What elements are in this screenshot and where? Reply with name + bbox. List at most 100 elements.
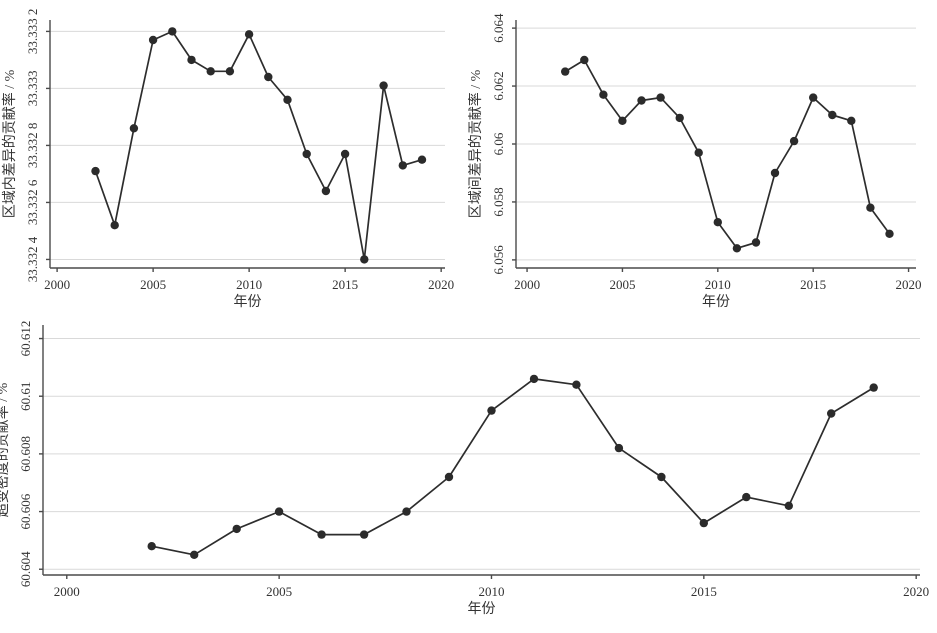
data-point-2011 xyxy=(264,72,273,82)
y-axis-title: 区域间差异的贡献率 / % xyxy=(468,69,484,218)
data-point-2004 xyxy=(232,524,241,534)
x-tick-label: 2010 xyxy=(705,277,731,292)
data-point-2017 xyxy=(784,501,793,510)
data-point-2010 xyxy=(244,30,254,39)
x-axis-title: 年份 xyxy=(468,601,496,617)
chart-svg: 33.332 4 33.332 6 33.332 8 33.333 33.333 2 20… xyxy=(1,9,454,310)
data-point-2018 xyxy=(866,203,875,212)
series-line xyxy=(564,59,891,250)
data-point-2015 xyxy=(340,149,350,159)
x-tick-label: 2020 xyxy=(428,277,454,292)
data-point-2018 xyxy=(398,161,407,170)
y-tick-label: 6.056 xyxy=(491,245,506,275)
y-tick-label: 33.332 6 xyxy=(25,179,40,225)
x-tick-label: 2015 xyxy=(800,277,826,292)
x-tick-label: 2000 xyxy=(514,277,540,292)
y-tick-label: 6.062 xyxy=(491,71,506,100)
chart-between-region-contribution: 6.056 6.058 6.06 6.062 6.064 2000 2005 2010 2015… xyxy=(468,0,937,310)
data-point-2015 xyxy=(809,93,818,102)
data-point-2003 xyxy=(190,550,199,559)
y-tick-label: 60.608 xyxy=(18,436,33,472)
x-tick-label: 2005 xyxy=(266,584,292,599)
data-point-2003 xyxy=(580,55,589,65)
data-point-2004 xyxy=(129,124,139,133)
data-point-2005 xyxy=(618,116,627,126)
data-point-2009 xyxy=(225,67,235,76)
data-point-2014 xyxy=(657,472,666,482)
data-point-2013 xyxy=(614,443,624,453)
y-tick-label: 33.333 xyxy=(25,71,40,107)
data-point-2013 xyxy=(302,149,311,159)
data-point-2012 xyxy=(283,95,292,105)
data-point-2010 xyxy=(487,406,496,415)
data-point-2002 xyxy=(561,67,570,76)
data-point-2008 xyxy=(206,67,215,76)
x-tick-label: 2000 xyxy=(44,277,70,292)
chart-within-region-contribution: 33.332 4 33.332 6 33.332 8 33.333 33.333 2 20… xyxy=(0,0,468,310)
data-point-2017 xyxy=(847,116,856,126)
data-point-2012 xyxy=(751,238,761,247)
chart-hypervariable-density-contribution: 60.604 60.606 60.608 60.61 60.612 2000 2005 201… xyxy=(0,310,937,633)
y-tick-label: 33.332 4 xyxy=(25,236,40,282)
y-tick-label: 60.61 xyxy=(18,382,33,411)
x-tick-label: 2000 xyxy=(54,584,80,599)
x-axis-title: 年份 xyxy=(234,294,262,310)
data-point-2008 xyxy=(675,113,684,123)
y-axis-title: 超变密度的贡献率 / % xyxy=(0,382,11,517)
y-tick-label: 60.612 xyxy=(18,321,33,357)
series-line xyxy=(151,378,875,556)
series-line xyxy=(94,30,423,261)
x-axis-title: 年份 xyxy=(702,294,730,310)
y-tick-label: 33.332 8 xyxy=(25,123,40,169)
y-tick-label: 60.604 xyxy=(18,551,33,587)
data-point-2006 xyxy=(317,530,326,539)
data-point-2005 xyxy=(148,35,158,45)
y-axis-title: 区域内差异的贡献率 / % xyxy=(1,69,18,218)
data-point-2017 xyxy=(379,81,388,90)
data-point-2005 xyxy=(274,507,284,516)
data-point-2019 xyxy=(885,229,894,238)
data-point-2019 xyxy=(869,383,878,392)
data-point-2009 xyxy=(444,472,454,482)
data-point-2002 xyxy=(91,166,100,176)
data-point-2016 xyxy=(360,255,369,264)
chart-svg: 6.056 6.058 6.06 6.062 6.064 2000 2005 2010 2015… xyxy=(468,13,922,310)
y-tick-label: 6.06 xyxy=(491,132,506,155)
x-tick-label: 2015 xyxy=(691,584,717,599)
data-point-2018 xyxy=(827,409,836,418)
data-point-2012 xyxy=(572,380,581,389)
x-tick-label: 2020 xyxy=(896,277,922,292)
data-point-2006 xyxy=(168,27,177,36)
y-tick-label: 6.064 xyxy=(491,13,506,43)
data-point-2002 xyxy=(147,542,156,551)
x-tick-label: 2015 xyxy=(332,277,358,292)
x-tick-label: 2010 xyxy=(478,584,504,599)
data-point-2007 xyxy=(359,530,369,539)
data-point-2016 xyxy=(742,492,751,502)
data-point-2008 xyxy=(402,507,411,516)
data-point-2015 xyxy=(699,518,708,528)
data-point-2009 xyxy=(694,148,703,157)
data-point-2011 xyxy=(732,244,742,253)
data-point-2013 xyxy=(770,168,780,178)
data-point-2007 xyxy=(187,55,196,65)
data-point-2011 xyxy=(529,374,539,384)
y-tick-label: 60.606 xyxy=(18,493,33,529)
chart-svg: 60.604 60.606 60.608 60.61 60.612 2000 2005 201… xyxy=(0,321,929,617)
data-point-2014 xyxy=(321,186,331,196)
data-point-2004 xyxy=(599,90,608,99)
x-tick-label: 2005 xyxy=(140,277,166,292)
data-point-2003 xyxy=(110,221,119,230)
y-tick-label: 6.058 xyxy=(491,187,506,216)
data-point-2010 xyxy=(713,218,722,227)
x-tick-label: 2020 xyxy=(903,584,929,599)
data-point-2016 xyxy=(828,110,837,120)
data-point-2007 xyxy=(656,93,665,102)
y-tick-label: 33.333 2 xyxy=(25,9,40,55)
x-tick-label: 2010 xyxy=(236,277,262,292)
data-point-2014 xyxy=(789,136,799,146)
x-tick-label: 2005 xyxy=(609,277,635,292)
data-point-2019 xyxy=(417,155,427,164)
data-point-2006 xyxy=(637,96,646,105)
